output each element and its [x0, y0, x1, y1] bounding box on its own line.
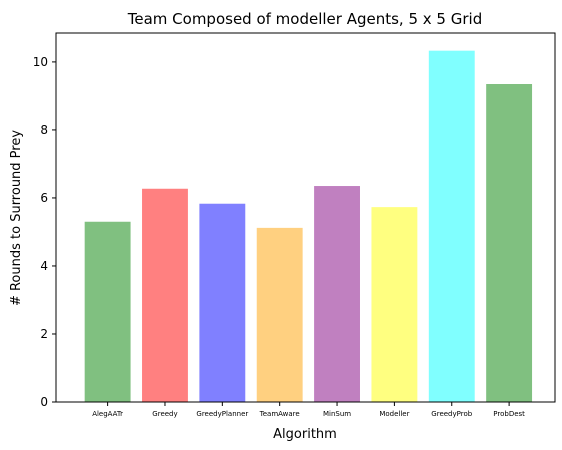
x-tick-label: AlegAATr [92, 410, 123, 418]
y-tick-label: 10 [33, 55, 48, 69]
y-tick-label: 8 [40, 123, 48, 137]
bars-layer [84, 50, 533, 403]
y-axis-label: # Rounds to Surround Prey [9, 130, 24, 306]
y-tick-label: 6 [40, 191, 48, 205]
x-tick-label: Greedy [152, 410, 177, 418]
bar-greedyprob [428, 50, 475, 403]
axes-layer: AlegAATr Greedy GreedyPlanner TeamAware MinS… [33, 32, 556, 418]
bar-alegaatr [84, 221, 131, 402]
bar-modeller [371, 207, 418, 402]
x-tick-label: TeamAware [259, 410, 300, 418]
bar-minsum [314, 186, 360, 402]
bar-teamaware [256, 227, 303, 402]
bar-greedyplanner [199, 203, 246, 402]
x-tick-label: GreedyProb [431, 410, 472, 418]
y-tick-label: 2 [40, 327, 48, 341]
bar-probdest [486, 84, 533, 402]
chart-title: Team Composed of modeller Agents, 5 x 5 … [127, 10, 482, 28]
x-tick-label: MinSum [323, 410, 351, 418]
bar-greedy [142, 188, 188, 402]
x-tick-label: Modeller [379, 410, 409, 418]
x-axis-label: Algorithm [273, 427, 337, 442]
plot-frame [55, 32, 556, 403]
y-tick-label: 4 [40, 259, 48, 273]
x-tick-label: ProbDest [493, 410, 525, 418]
y-tick-label: 0 [40, 395, 48, 409]
x-tick-label: GreedyPlanner [196, 410, 248, 418]
